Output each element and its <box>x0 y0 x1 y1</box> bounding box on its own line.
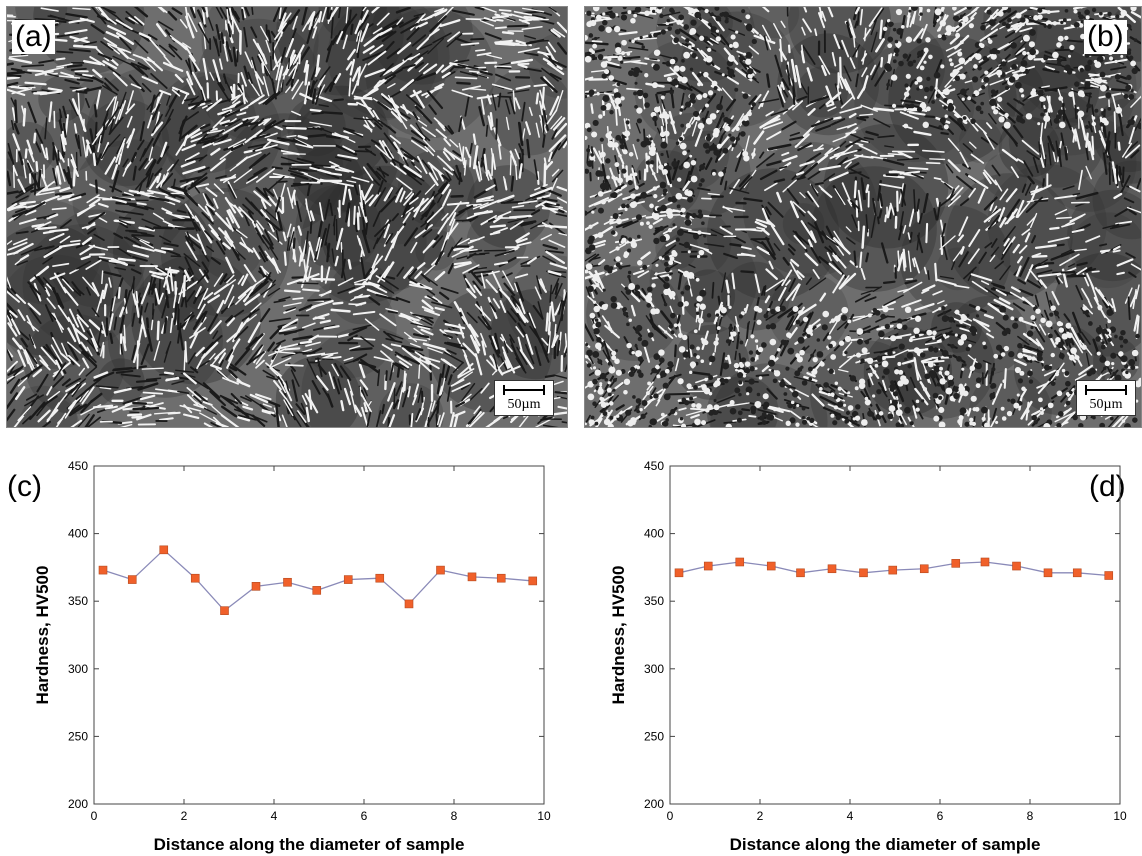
micrograph-a <box>6 6 568 428</box>
y-tick-label: 450 <box>68 459 88 473</box>
data-point <box>283 577 292 587</box>
data-point <box>528 576 538 586</box>
data-point <box>159 545 169 555</box>
data-point <box>703 561 713 571</box>
hardness-chart-c: 200 250 300 350 400 450 0 2 4 6 8 10 Distance along … <box>33 459 551 854</box>
panel-label-c: (c) <box>7 470 42 503</box>
data-point <box>312 586 322 595</box>
y-tick-label: 450 <box>644 459 664 473</box>
x-axis-label: Distance along the diameter of sample <box>154 835 465 854</box>
x-tick-label: 0 <box>667 809 674 823</box>
y-tick-label: 200 <box>68 797 88 811</box>
x-tick-label: 8 <box>1027 809 1034 823</box>
scalebar-a: 50µm <box>494 380 554 416</box>
y-tick-label: 250 <box>644 729 664 743</box>
data-point <box>436 565 445 575</box>
scalebar-b: 50µm <box>1076 380 1136 416</box>
data-point <box>404 599 414 609</box>
x-tick-label: 4 <box>847 809 854 823</box>
y-tick-label: 200 <box>644 797 664 811</box>
x-tick-label: 2 <box>181 809 188 823</box>
y-tick-label: 250 <box>68 729 88 743</box>
y-tick-label: 300 <box>644 662 664 676</box>
x-tick-label: 6 <box>937 809 944 823</box>
data-point <box>888 565 898 575</box>
data-point <box>467 572 477 582</box>
x-tick-label: 6 <box>361 809 368 823</box>
x-tick-label: 10 <box>1113 809 1127 823</box>
x-tick-label: 0 <box>91 809 98 823</box>
y-tick-label: 300 <box>68 662 88 676</box>
data-point <box>98 565 108 575</box>
data-point <box>1104 571 1114 580</box>
data-point <box>496 573 506 583</box>
data-point <box>1072 568 1082 578</box>
x-tick-label: 4 <box>271 809 278 823</box>
data-point <box>375 573 385 583</box>
data-point <box>827 564 837 574</box>
x-tick-label: 8 <box>451 809 458 823</box>
panel-label-a: (a) <box>12 20 55 54</box>
micrograph-b <box>584 6 1142 428</box>
data-point <box>951 559 961 568</box>
data-point <box>796 568 805 578</box>
scalebar-b-label: 50µm <box>1089 397 1123 412</box>
data-point <box>127 575 137 584</box>
y-tick-label: 400 <box>68 527 88 541</box>
x-tick-label: 2 <box>757 809 764 823</box>
micrograph-a-texture <box>7 7 567 427</box>
micrograph-b-texture <box>585 7 1141 427</box>
data-point <box>1043 568 1053 578</box>
y-tick-label: 350 <box>68 594 88 608</box>
hardness-chart-d: 200 250 300 350 400 450 0 2 4 6 8 10 Distance along … <box>609 459 1127 854</box>
data-point <box>1012 561 1021 571</box>
x-axis-label: Distance along the diameter of sample <box>730 835 1041 854</box>
data-point <box>735 557 745 567</box>
data-point <box>980 557 990 567</box>
data-point <box>919 564 929 574</box>
scalebar-a-label: 50µm <box>507 397 541 412</box>
scalebar-b-bar <box>1085 385 1127 395</box>
data-point <box>766 561 776 571</box>
data-point <box>343 575 353 584</box>
plot-frame <box>93 465 545 805</box>
y-tick-label: 400 <box>644 527 664 541</box>
scalebar-a-bar <box>503 385 545 395</box>
data-point <box>859 568 868 578</box>
data-point <box>251 582 261 591</box>
x-tick-label: 10 <box>537 809 551 823</box>
data-point <box>220 606 229 615</box>
y-tick-label: 350 <box>644 594 664 608</box>
data-point <box>674 568 684 578</box>
y-axis-label: Hardness, HV500 <box>609 566 628 705</box>
data-point <box>190 573 200 583</box>
y-axis-label: Hardness, HV500 <box>33 566 52 705</box>
panel-label-b: (b) <box>1084 20 1127 54</box>
plot-frame <box>669 465 1121 805</box>
